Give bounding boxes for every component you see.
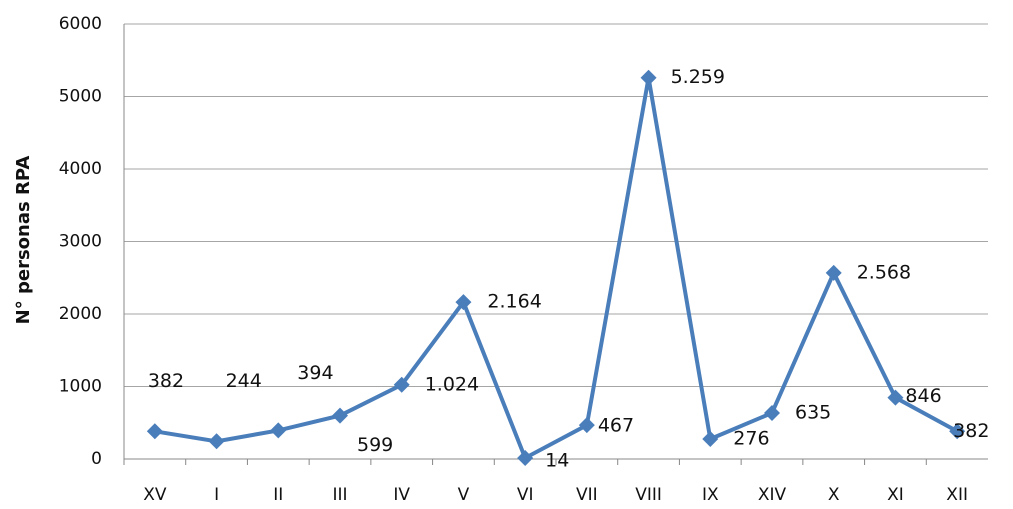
x-tick-label: IX <box>702 485 719 505</box>
value-label: 635 <box>795 401 831 423</box>
x-tick-label: XI <box>887 485 904 505</box>
marker <box>332 407 348 424</box>
value-label: 382 <box>953 420 989 442</box>
x-tick-label: II <box>273 485 283 505</box>
x-tick-label: I <box>214 485 219 505</box>
marker <box>578 417 595 434</box>
y-tick-label: 5000 <box>59 87 102 107</box>
marker <box>455 294 472 311</box>
marker <box>825 264 842 281</box>
value-label: 14 <box>545 449 569 471</box>
x-tick-label: VI <box>517 485 534 505</box>
x-tick-label: VIII <box>635 485 662 505</box>
y-tick-label: 2000 <box>59 304 102 324</box>
value-label: 2.568 <box>857 261 911 283</box>
y-tick-label: 1000 <box>59 377 102 397</box>
x-tick-label: XIV <box>758 485 787 505</box>
value-label: 846 <box>905 385 941 407</box>
x-tick-label: XII <box>946 485 968 505</box>
series-line <box>154 77 959 461</box>
x-tick-label: III <box>332 485 347 505</box>
value-label: 382 <box>148 370 184 392</box>
x-tick-label: X <box>828 485 840 505</box>
value-label: 394 <box>297 362 333 384</box>
value-label: 599 <box>357 434 393 456</box>
marker <box>702 430 719 447</box>
y-axis-label: N° personas RPA <box>13 156 34 325</box>
value-label: 1.024 <box>425 373 479 395</box>
y-tick-label: 6000 <box>59 14 102 34</box>
value-label: 467 <box>598 415 634 437</box>
marker <box>887 389 904 406</box>
marker <box>393 376 410 393</box>
x-tick-label: XV <box>143 485 167 505</box>
x-tick-label: IV <box>393 485 410 505</box>
y-tick-label: 0 <box>91 449 102 469</box>
marker <box>640 69 657 86</box>
x-tick-label: V <box>458 485 470 505</box>
marker <box>146 423 163 440</box>
marker <box>764 404 780 421</box>
y-tick-label: 3000 <box>59 232 102 252</box>
marker <box>208 433 225 450</box>
value-label: 244 <box>226 370 262 392</box>
value-label: 5.259 <box>671 66 725 88</box>
marker <box>949 423 966 440</box>
marker <box>270 422 287 439</box>
x-tick-label: VII <box>576 485 598 505</box>
value-label: 2.164 <box>487 291 541 313</box>
value-label: 276 <box>733 427 769 449</box>
marker <box>517 449 534 466</box>
y-tick-label: 4000 <box>59 159 102 179</box>
